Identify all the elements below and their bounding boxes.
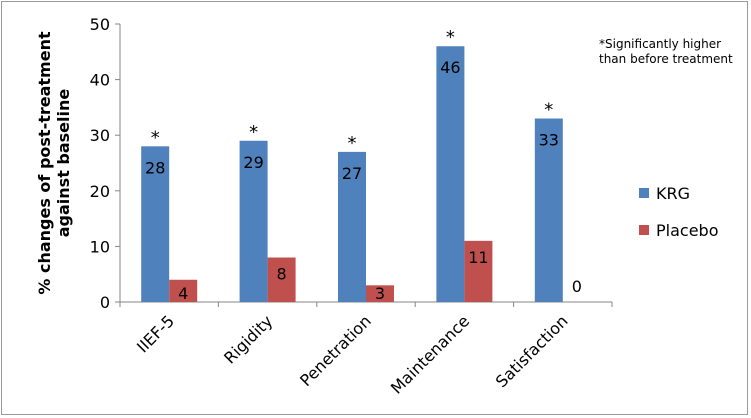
note-line: than before treatment [599,52,733,66]
data-label: 3 [375,284,385,303]
y-tick-label: 0 [100,293,110,312]
y-tick-label: 30 [90,126,110,145]
x-tick-label: IIEF-5 [133,311,178,356]
x-tick-label: Rigidity [220,311,276,367]
data-label: 29 [243,153,263,172]
data-label: 46 [440,58,460,77]
y-tick-label: 50 [90,15,110,34]
data-label: 33 [539,131,559,150]
x-tick-label: Maintenance [387,311,473,397]
y-tick-label: 20 [90,182,110,201]
legend-swatch-krg [639,188,649,198]
significance-marker: * [151,127,160,148]
bar-placebo-rigidity [267,257,296,302]
note-line: *Significantly higher [599,37,721,51]
legend: KRG Placebo [639,184,718,240]
data-label: 0 [572,277,582,296]
y-axis-label: % changes of post-treatmentagainst basel… [35,31,73,295]
legend-label-krg: KRG [656,184,690,203]
x-tick-label: Satisfaction [492,311,572,391]
bar-krg-iief-5 [141,146,170,302]
bar-krg-rigidity [239,140,268,302]
legend-label-placebo: Placebo [656,221,718,240]
data-label: 28 [145,158,165,177]
x-tick-label: Penetration [296,311,375,390]
bars [141,46,563,303]
y-axis-title: % changes of post-treatmentagainst basel… [35,31,73,295]
significance-marker: * [446,27,455,48]
y-axis-label-line: % changes of post-treatment [35,31,54,295]
significance-marker: * [544,100,553,121]
legend-swatch-placebo [639,225,649,235]
bar-placebo-maintenance [464,240,493,302]
significance-marker: * [348,133,357,154]
y-tick-label: 40 [90,71,110,90]
data-label: 8 [277,265,287,284]
bar-placebo-penetration [366,285,394,302]
bar-krg-satisfaction [534,118,563,303]
data-label: 11 [468,248,488,267]
data-label: 4 [178,284,188,303]
y-axis-label-line: against baseline [54,89,73,238]
y-tick-label: 10 [90,237,110,256]
bar-krg-maintenance [436,46,465,302]
bar-krg-penetration [338,151,366,302]
data-label: 27 [342,164,362,183]
bar-placebo-iief-5 [169,279,198,302]
significance-marker: * [249,122,258,143]
